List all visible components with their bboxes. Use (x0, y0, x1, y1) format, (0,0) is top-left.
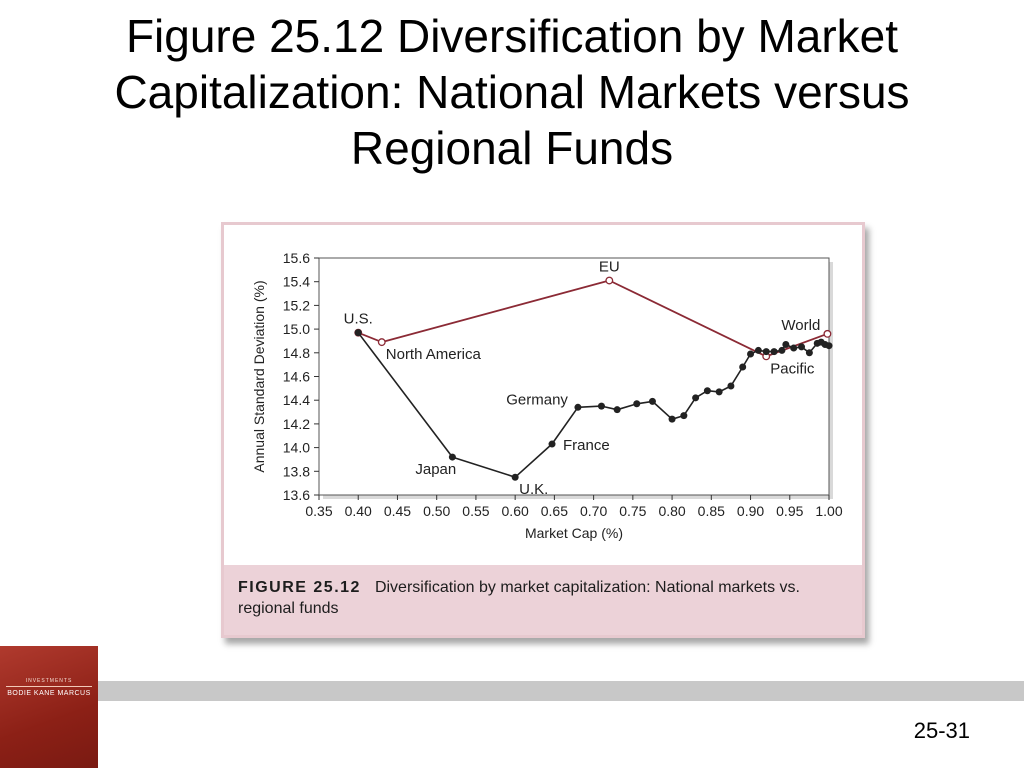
data-point (782, 341, 790, 349)
y-tick-label: 14.2 (283, 416, 310, 432)
data-point (692, 394, 700, 402)
data-point (739, 363, 747, 371)
x-tick-label: 0.95 (776, 503, 803, 519)
annotation-label: North America (386, 346, 482, 363)
x-tick-label: 0.65 (541, 503, 568, 519)
data-point (377, 338, 386, 347)
y-tick-label: 13.8 (283, 463, 310, 479)
slide-title: Figure 25.12 Diversification by Market C… (114, 10, 910, 174)
logo-divider (6, 686, 92, 687)
y-axis-title: Annual Standard Deviation (%) (251, 280, 267, 472)
y-tick-label: 14.8 (283, 345, 310, 361)
x-tick-label: 0.85 (698, 503, 725, 519)
annotation-label: France (563, 437, 610, 454)
y-tick-label: 13.6 (283, 487, 310, 503)
data-point (762, 348, 770, 356)
x-tick-label: 0.90 (737, 503, 764, 519)
x-tick-label: 0.35 (305, 503, 332, 519)
annotation-label: U.S. (344, 311, 373, 328)
data-point (754, 346, 762, 354)
data-point (597, 402, 605, 410)
logo-authors-text: BODIE KANE MARCUS (7, 690, 91, 697)
logo-series-text: INVESTMENTS (25, 678, 73, 684)
y-tick-label: 15.6 (283, 250, 310, 266)
footer-band (98, 681, 1024, 701)
y-tick-label: 14.4 (283, 392, 310, 408)
chart-series (354, 276, 833, 481)
x-tick-label: 0.40 (345, 503, 372, 519)
x-tick-label: 0.50 (423, 503, 450, 519)
book-cover-logo: INVESTMENTS BODIE KANE MARCUS (0, 646, 98, 768)
data-point (825, 342, 833, 350)
x-tick-label: 0.75 (619, 503, 646, 519)
data-point (613, 406, 621, 414)
annotation-label: EU (599, 259, 620, 276)
data-point (448, 453, 456, 461)
data-point (668, 415, 676, 423)
caption-description: Diversification by market capitalization… (238, 579, 800, 617)
annotation-label: Pacific (770, 360, 815, 377)
annotation-label: World (781, 317, 820, 334)
x-tick-label: 0.60 (502, 503, 529, 519)
data-point (354, 329, 362, 337)
x-tick-label: 0.70 (580, 503, 607, 519)
line-chart: 13.6 13.8 14.0 14.2 14.4 14.6 14.8 15.0 15.2 15.4… (251, 250, 843, 541)
plot-area (318, 257, 830, 496)
data-point (680, 412, 688, 420)
x-tick-label: 0.55 (462, 503, 489, 519)
figure-caption: FIGURE 25.12 Diversification by market ca… (224, 565, 862, 635)
caption-text: FIGURE 25.12 Diversification by market ca… (238, 577, 828, 619)
page-number: 25-31 (913, 718, 970, 743)
data-point (548, 440, 556, 448)
x-tick-label: 1.00 (815, 503, 842, 519)
data-point (770, 348, 778, 356)
data-point (778, 346, 786, 354)
x-tick-label: 0.80 (658, 503, 685, 519)
caption-label: FIGURE 25.12 (238, 579, 361, 596)
data-point (648, 397, 656, 405)
y-tick-label: 15.2 (283, 297, 310, 313)
data-point (805, 349, 813, 357)
data-point (747, 350, 755, 358)
data-point (798, 343, 806, 351)
annotation-label: U.K. (519, 481, 548, 498)
y-tick-label: 15.0 (283, 321, 310, 337)
data-point (790, 344, 798, 352)
x-tick-label: 0.45 (384, 503, 411, 519)
data-point (715, 388, 723, 396)
data-point (605, 276, 614, 285)
data-point (727, 382, 735, 390)
y-tick-label: 14.6 (283, 369, 310, 385)
data-point (703, 387, 711, 395)
chart-axes: 13.6 13.8 14.0 14.2 14.4 14.6 14.8 15.0 15.2 15.4… (251, 250, 843, 541)
annotation-label: Germany (506, 391, 568, 408)
data-point (511, 473, 519, 481)
y-tick-label: 15.4 (283, 274, 310, 290)
x-axis-title: Market Cap (%) (525, 525, 623, 541)
data-point (633, 400, 641, 408)
annotation-label: Japan (415, 461, 456, 478)
data-point (574, 403, 582, 411)
figure-panel: 13.6 13.8 14.0 14.2 14.4 14.6 14.8 15.0 15.2 15.4… (221, 222, 865, 638)
data-point (823, 329, 832, 338)
y-tick-label: 14.0 (283, 440, 310, 456)
chart-annotations: U.S. North America EU World Pacific Germany Fr… (344, 259, 821, 499)
